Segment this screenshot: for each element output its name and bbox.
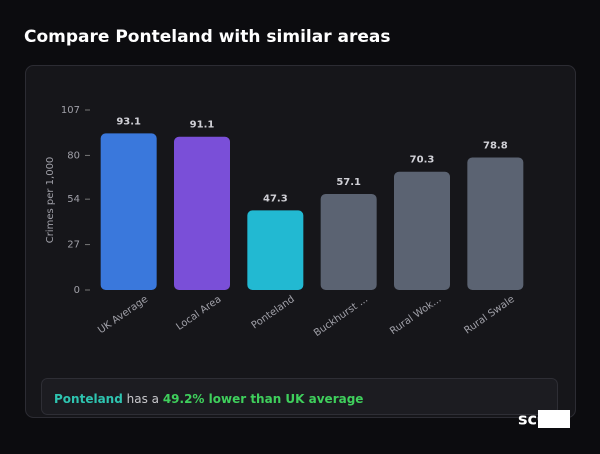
page-title: Compare Ponteland with similar areas	[24, 27, 390, 47]
bar	[174, 136, 230, 290]
y-tick-label: 27	[67, 240, 80, 251]
y-tick-label: 0	[74, 285, 80, 296]
insight-highlight: 49.2% lower than UK average	[163, 392, 364, 406]
value-label: 57.1	[336, 177, 361, 188]
bar	[394, 171, 450, 290]
value-label: 47.3	[263, 193, 288, 204]
insight-text: Ponteland has a 49.2% lower than UK aver…	[54, 392, 363, 406]
value-label: 78.8	[483, 140, 508, 151]
y-axis-label: Crimes per 1,000	[45, 157, 56, 244]
bar	[467, 157, 524, 290]
logo-box	[538, 410, 570, 428]
logo: scOS	[518, 410, 562, 429]
y-tick-label: 54	[67, 194, 80, 205]
bar	[247, 210, 304, 290]
insight-middle: has a	[123, 392, 163, 406]
y-tick-label: 80	[67, 150, 80, 161]
y-tick-label: 107	[61, 105, 80, 116]
value-label: 91.1	[190, 120, 215, 131]
value-label: 70.3	[410, 155, 435, 166]
insight-box	[41, 378, 558, 415]
insight-area: Ponteland	[54, 392, 123, 406]
bar	[320, 193, 377, 290]
bar	[100, 133, 157, 290]
value-label: 93.1	[116, 116, 141, 127]
